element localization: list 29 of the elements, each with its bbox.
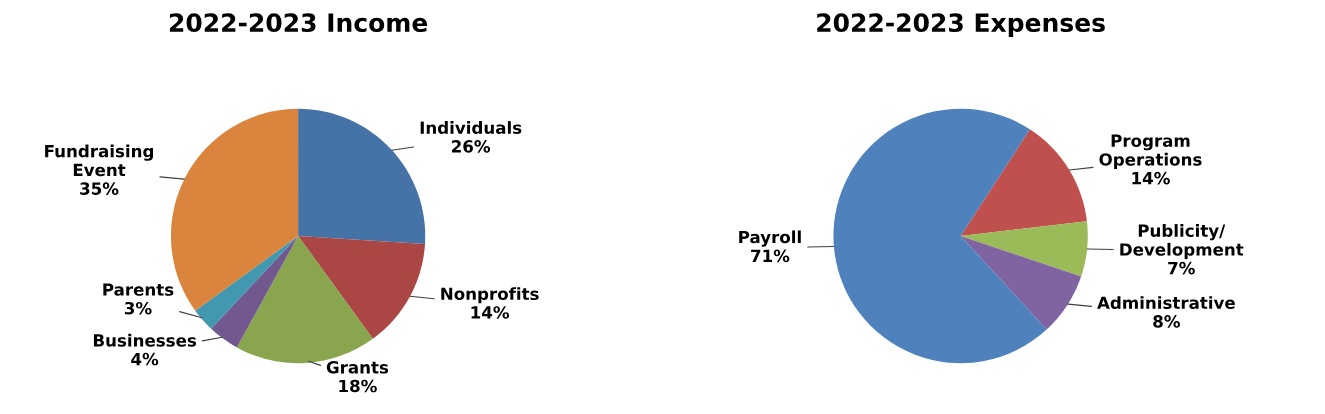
data-label: 14% [471, 306, 510, 319]
slice-label: Program Operations [1099, 134, 1202, 169]
pie-slice [960, 235, 1082, 330]
pie-slice [195, 235, 299, 329]
slice-label: Fundraising Event [45, 144, 154, 177]
data-label: 26% [452, 140, 491, 153]
pie-slice [298, 235, 426, 339]
slice-label: Administrative [1097, 296, 1235, 310]
data-label: 71% [751, 249, 790, 263]
slice-label: Payroll [739, 230, 801, 247]
slice-label: Parents [103, 283, 174, 296]
chart-title: 2022-2023 Income [169, 13, 428, 33]
data-label: 14% [1132, 171, 1170, 185]
data-label: 3% [124, 301, 152, 315]
pie-slice [960, 129, 1087, 236]
data-label: 8% [1153, 315, 1180, 328]
pie-slice [833, 108, 1047, 364]
slice-label: Businesses [93, 333, 197, 347]
data-label: 7% [1168, 261, 1195, 275]
slice-label: Individuals [420, 121, 522, 134]
slice-label: Publicity/Development [1120, 224, 1244, 259]
data-label: 18% [339, 379, 377, 393]
slice-label: Nonprofits [441, 287, 539, 304]
data-label: 4% [131, 352, 159, 366]
slice-label: Grants [326, 361, 389, 374]
data-label: 35% [80, 182, 119, 195]
pie-slice [960, 221, 1088, 277]
chart-title: 2022-2023 Expenses [817, 13, 1105, 37]
pie-slice [211, 235, 299, 348]
